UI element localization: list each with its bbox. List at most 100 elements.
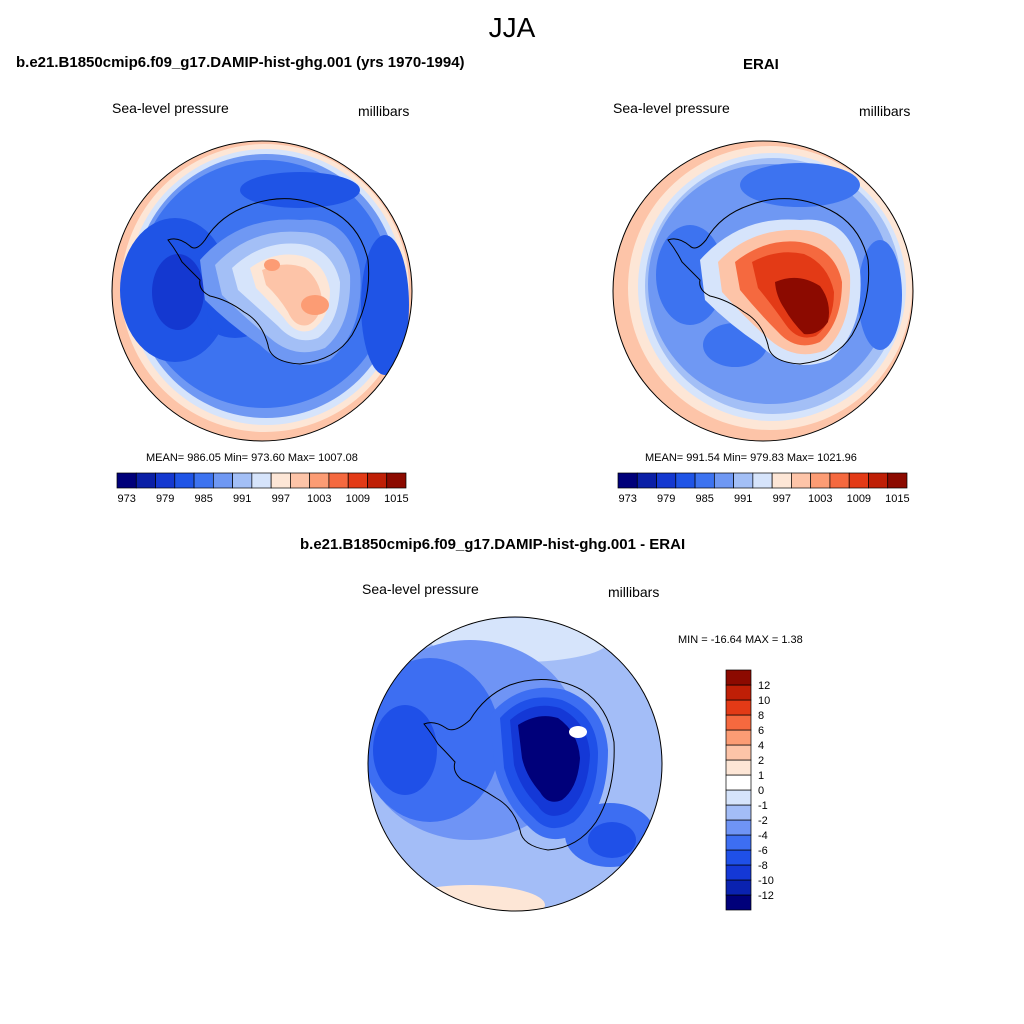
cb3-tick-label: -12 [758,890,774,902]
cb3-tick-label: 6 [758,725,764,737]
p2-low-north [740,163,860,207]
cb3-swatch [725,894,752,911]
cb3-swatch [725,669,752,686]
cb3-swatch [725,759,752,776]
cb1-swatch [347,472,368,489]
cb2-tick-label: 985 [696,493,714,505]
p3-white-spot [569,726,587,738]
p1-map-border [111,140,413,442]
p1-high-4 [264,259,280,271]
cb3-swatch [725,699,752,716]
cb1-swatch [309,472,330,489]
cb3-tick-label: 1 [758,770,764,782]
cb3-tick-label: 4 [758,740,764,752]
panel1-colorbar: 973 979 985 991 997 1003 1009 1015 [116,472,409,505]
cb3-tick-label: 10 [758,695,770,707]
p2-coastline [667,198,870,365]
panel3-stats: MIN = -16.64 MAX = 1.38 [678,634,803,646]
cb3-swatch [725,849,752,866]
cb2-swatch [810,472,831,489]
cb3-tick-label: -8 [758,860,768,872]
cb1-tick-label: 979 [156,493,174,505]
cb2-tick-label: 1009 [847,493,871,505]
cb3-swatch [725,879,752,896]
cb2-tick-label: 973 [618,493,636,505]
cb1-tick-label: 991 [233,493,251,505]
cb2-tick-label: 1015 [885,493,909,505]
cb2-swatch [848,472,869,489]
cb1-swatch [367,472,388,489]
panel1-variable: Sea-level pressure [112,100,229,116]
p1-high-3 [301,295,329,315]
cb2-swatch [752,472,773,489]
cb1-swatch [135,472,156,489]
cb1-swatch [386,472,407,489]
cb3-swatch [725,864,752,881]
p1-coastline [167,198,370,365]
cb1-swatch [232,472,253,489]
panel2-map [613,141,913,441]
cb1-swatch [212,472,233,489]
cb3-tick-label: 0 [758,785,764,797]
cb1-tick-label: 1003 [307,493,331,505]
cb2-swatch [636,472,657,489]
p3-neg-west-core [373,705,437,795]
cb3-tick-label: -1 [758,800,768,812]
cb1-tick-label: 997 [272,493,290,505]
p3-map-border [367,616,663,912]
cb3-swatch [725,714,752,731]
cb3-tick-label: -10 [758,875,774,887]
panel2-variable: Sea-level pressure [613,100,730,116]
p2-low-east [858,240,902,350]
cb2-tick-label: 997 [773,493,791,505]
cb3-tick-label: 8 [758,710,764,722]
cb1-swatch [174,472,195,489]
cb3-tick-label: 2 [758,755,764,767]
cb3-tick-label: -6 [758,845,768,857]
cb1-swatch [328,472,349,489]
cb3-swatch [725,744,752,761]
panel1-stats: MEAN= 986.05 Min= 973.60 Max= 1007.08 [146,452,358,464]
cb3-swatch [725,819,752,836]
cb3-swatch [725,684,752,701]
p3-neg-southeast-core [588,822,636,858]
cb2-swatch [791,472,812,489]
panel2-colorbar: 973 979 985 991 997 1003 1009 1015 [617,472,910,505]
cb2-tick-label: 991 [734,493,752,505]
panel3-variable: Sea-level pressure [362,581,479,597]
panel3-units: millibars [608,584,660,600]
cb2-swatch [694,472,715,489]
cb1-swatch [155,472,176,489]
panel2-stats: MEAN= 991.54 Min= 979.83 Max= 1021.96 [645,452,857,464]
figure-title: JJA [488,12,536,43]
cb1-swatch [251,472,272,489]
p3-coastline [423,679,615,851]
p2-map-border [612,140,914,442]
cb3-swatch [725,804,752,821]
p1-low-west-core [152,254,204,330]
cb2-swatch [617,472,638,489]
cb3-swatch [725,834,752,851]
p3-continent-core [518,716,580,802]
cb3-tick-label: -4 [758,830,768,842]
cb2-swatch [733,472,754,489]
cb2-swatch [771,472,792,489]
panel2-units: millibars [859,103,911,119]
cb2-swatch [713,472,734,489]
cb3-tick-label: -2 [758,815,768,827]
p3-south-positive [395,885,545,911]
cb3-swatch [725,774,752,791]
panel3-map [368,617,662,911]
p1-low-east [361,235,409,375]
cb2-swatch [868,472,889,489]
cb1-tick-label: 985 [195,493,213,505]
cb1-tick-label: 1015 [384,493,408,505]
panel2-title: ERAI [743,56,779,73]
panel1-title: b.e21.B1850cmip6.f09_g17.DAMIP-hist-ghg.… [16,54,465,71]
cb3-tick-label: 12 [758,680,770,692]
cb1-swatch [193,472,214,489]
cb2-swatch [656,472,677,489]
cb1-tick-label: 973 [117,493,135,505]
